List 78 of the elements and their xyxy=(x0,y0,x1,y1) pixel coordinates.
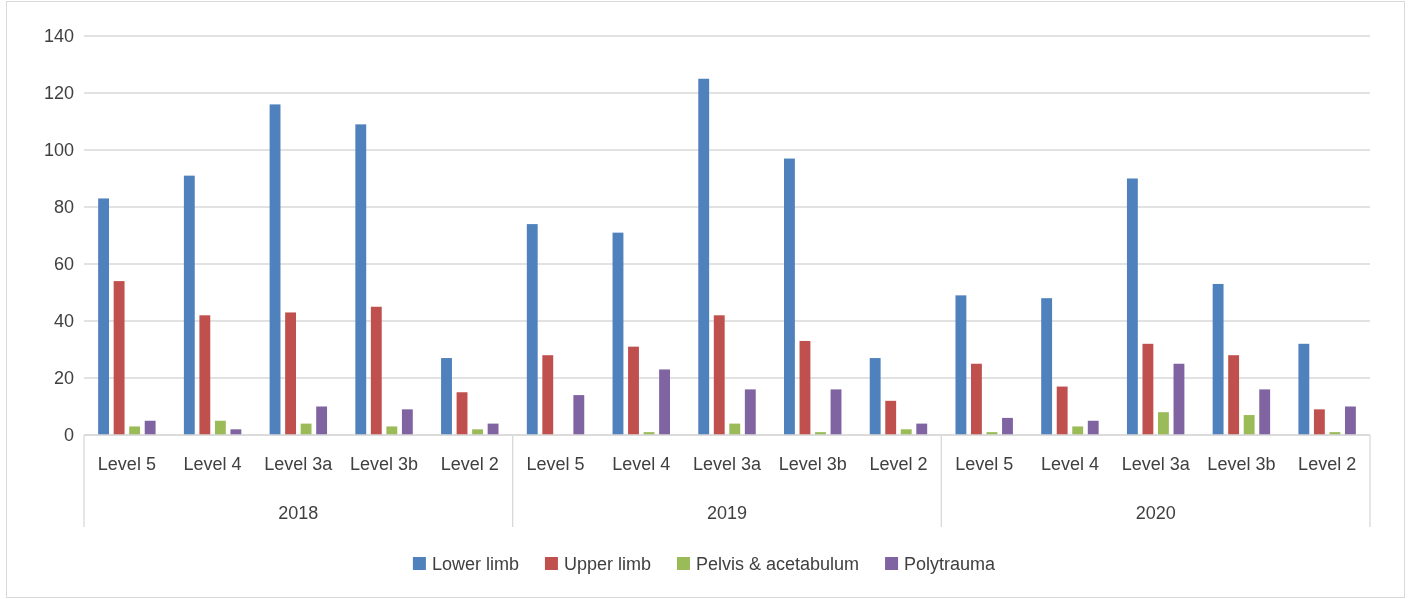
bar xyxy=(370,306,382,435)
bar xyxy=(713,315,725,435)
x-tick-label: Level 4 xyxy=(1040,453,1099,474)
y-tick-label: 80 xyxy=(53,197,74,218)
bar xyxy=(1228,355,1240,435)
bar xyxy=(869,358,881,435)
bar xyxy=(401,409,413,435)
bar xyxy=(830,389,842,435)
legend-label: Polytrauma xyxy=(904,554,997,574)
bar xyxy=(885,400,897,435)
legend-label: Upper limb xyxy=(563,554,651,574)
x-tick-label: Level 3a xyxy=(264,453,334,474)
bar xyxy=(1212,283,1224,435)
bar xyxy=(1243,415,1255,435)
legend-label: Pelvis & acetabulum xyxy=(695,554,860,574)
legend-label: Lower limb xyxy=(431,554,519,574)
bar xyxy=(1072,426,1084,435)
bar xyxy=(1002,417,1013,435)
bar xyxy=(456,392,468,435)
y-tick-label: 140 xyxy=(43,26,74,47)
bar xyxy=(1173,363,1185,435)
bar xyxy=(1158,412,1169,435)
text: 2020 xyxy=(1135,503,1176,523)
y-tick-label: 20 xyxy=(53,368,74,389)
bar xyxy=(1041,298,1053,435)
bar xyxy=(1298,343,1310,435)
x-tick-label: Level 2 xyxy=(1298,453,1357,474)
text: 2019 xyxy=(706,503,748,523)
x-tick-label: Level 5 xyxy=(526,453,585,474)
bar xyxy=(1087,420,1099,435)
bar xyxy=(1344,406,1356,435)
bar xyxy=(573,395,585,435)
bar xyxy=(144,420,156,435)
bar xyxy=(784,158,795,435)
y-tick-label: 60 xyxy=(53,254,74,275)
x-tick-label: Level 2 xyxy=(440,453,499,474)
text: 2018 xyxy=(278,503,319,523)
bar xyxy=(698,78,710,435)
y-tick-label: 120 xyxy=(43,83,74,104)
y-tick-label: 40 xyxy=(53,311,74,332)
bar xyxy=(386,426,398,435)
x-tick-label: Level 5 xyxy=(955,453,1014,474)
bar xyxy=(628,346,639,435)
bar xyxy=(1259,389,1271,435)
bar xyxy=(526,224,538,435)
x-tick-label: Level 3a xyxy=(1121,453,1191,474)
bar xyxy=(441,358,452,435)
x-tick-label: Level 3b xyxy=(778,453,847,474)
x-tick-label: Level 3b xyxy=(350,453,419,474)
x-tick-label: Level 5 xyxy=(97,453,156,474)
bar xyxy=(183,175,195,435)
bar xyxy=(285,312,296,435)
x-tick-label: Level 3a xyxy=(692,453,763,474)
bar xyxy=(659,369,670,435)
y-tick-label: 0 xyxy=(63,425,74,446)
bar xyxy=(113,281,125,435)
bar xyxy=(799,340,811,435)
bar xyxy=(199,315,211,435)
y-tick-label: 100 xyxy=(43,140,74,161)
bar xyxy=(1142,343,1154,435)
bar xyxy=(355,124,367,435)
bar xyxy=(1126,178,1138,435)
bar xyxy=(316,406,328,435)
bar xyxy=(269,104,281,435)
bar xyxy=(542,355,554,435)
bar xyxy=(612,232,624,435)
bar xyxy=(98,198,110,435)
x-tick-label: Level 2 xyxy=(869,453,928,474)
bar xyxy=(744,389,756,435)
x-tick-label: Level 4 xyxy=(612,453,671,474)
bar xyxy=(214,420,226,435)
bar xyxy=(1313,409,1325,435)
x-tick-label: Level 4 xyxy=(183,453,242,474)
bar xyxy=(971,363,982,435)
bar xyxy=(129,426,141,435)
bar xyxy=(1056,386,1068,435)
bar xyxy=(955,295,967,435)
x-tick-label: Level 3b xyxy=(1207,453,1276,474)
